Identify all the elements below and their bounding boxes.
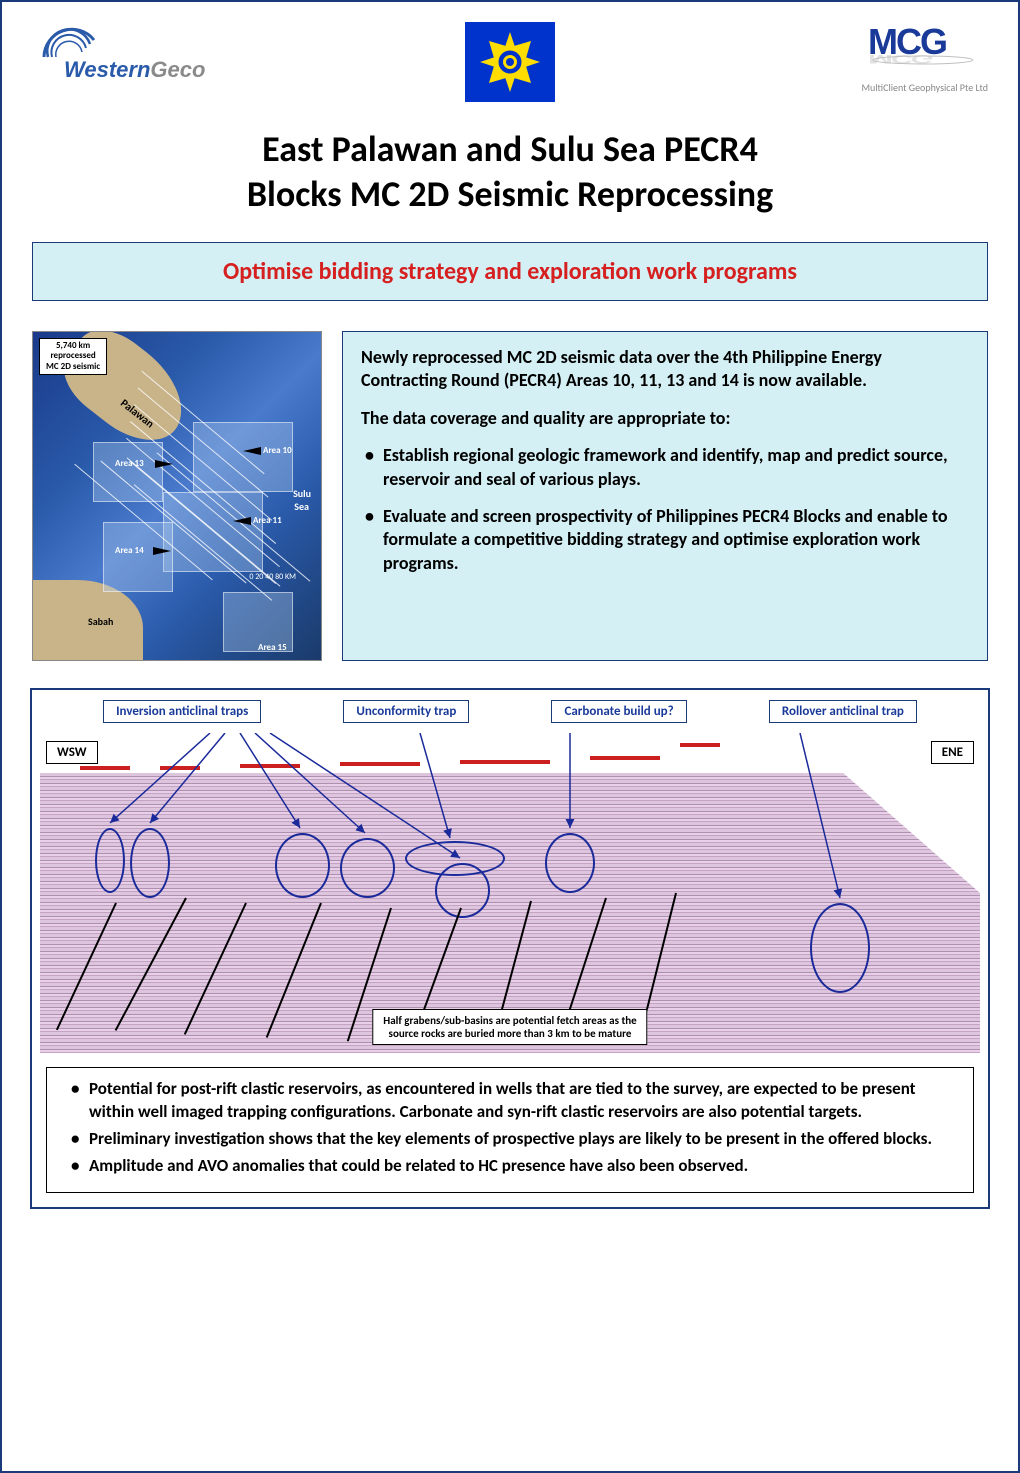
seismic-section: Inversion anticlinal traps Unconformity … (30, 688, 990, 1209)
label-area10: Area 10 (263, 445, 292, 456)
header-logos: WesternGeco MCG MCG (2, 2, 1018, 112)
subtitle-text: Optimise bidding strategy and exploratio… (223, 257, 797, 286)
info-panel: Newly reprocessed MC 2D seismic data ove… (342, 331, 988, 661)
finding-2: Preliminary investigation shows that the… (67, 1128, 953, 1151)
label-sabah: Sabah (88, 615, 113, 628)
label-sulu2: Sea (294, 500, 309, 513)
label-area13: Area 13 (115, 458, 144, 469)
fault-line (56, 903, 117, 1031)
map-scale: 0 20 40 80 KM (249, 572, 296, 582)
title-line-2: Blocks MC 2D Seismic Reprocessing (42, 172, 978, 217)
trap-ellipse (810, 903, 870, 993)
seismic-note-l2: source rocks are buried more than 3 km t… (383, 1027, 636, 1040)
logo-text-geco: Geco (150, 57, 205, 82)
trap-ellipse (340, 838, 395, 898)
info-bullet1: Establish regional geologic framework an… (361, 444, 969, 491)
logo-doe-seal (465, 22, 555, 102)
logo-text-western: Western (64, 57, 150, 82)
label-area11: Area 11 (253, 515, 282, 526)
trap-unconformity: Unconformity trap (343, 700, 469, 723)
seismic-trap-labels: Inversion anticlinal traps Unconformity … (32, 690, 988, 729)
info-para2: The data coverage and quality are approp… (361, 407, 969, 430)
label-area14: Area 14 (115, 545, 144, 556)
trap-ellipse (130, 828, 170, 898)
coverage-map: 5,740 km reprocessed MC 2D seismic Palaw… (32, 331, 322, 661)
finding-1: Potential for post-rift clastic reservoi… (67, 1078, 953, 1124)
seismic-note: Half grabens/sub-basins are potential fe… (372, 1009, 647, 1045)
info-bullet2: Evaluate and screen prospectivity of Phi… (361, 505, 969, 575)
trap-rollover: Rollover anticlinal trap (769, 700, 917, 723)
label-area15: Area 15 (258, 642, 287, 653)
title-block: East Palawan and Sulu Sea PECR4 Blocks M… (2, 112, 1018, 242)
svg-text:WesternGeco: WesternGeco (64, 57, 205, 82)
fault-line (184, 903, 247, 1035)
seismic-note-l1: Half grabens/sub-basins are potential fe… (383, 1014, 636, 1027)
map-km-tag: 5,740 km reprocessed MC 2D seismic (39, 338, 107, 375)
mcg-subtitle: MultiClient Geophysical Pte Ltd (808, 81, 988, 94)
dir-ene: ENE (931, 741, 974, 764)
fault-line (115, 898, 187, 1031)
info-para1: Newly reprocessed MC 2D seismic data ove… (361, 346, 969, 393)
trap-ellipse (545, 833, 595, 893)
label-sulu1: Sulu (293, 487, 311, 500)
findings-box: Potential for post-rift clastic reservoi… (46, 1067, 974, 1193)
trap-ellipse (95, 828, 125, 893)
finding-3: Amplitude and AVO anomalies that could b… (67, 1155, 953, 1178)
map-tag-l3: MC 2D seismic (46, 362, 100, 372)
trap-ellipse (435, 863, 490, 918)
trap-inversion: Inversion anticlinal traps (103, 700, 261, 723)
subtitle-banner: Optimise bidding strategy and exploratio… (32, 242, 988, 301)
trap-ellipse (275, 833, 330, 898)
dir-wsw: WSW (46, 741, 98, 764)
title-line-1: East Palawan and Sulu Sea PECR4 (42, 127, 978, 172)
trap-carbonate: Carbonate build up? (551, 700, 686, 723)
mid-row: 5,740 km reprocessed MC 2D seismic Palaw… (2, 301, 1018, 676)
logo-mcg: MCG MCG MultiClient Geophysical Pte Ltd (808, 22, 988, 94)
logo-westerngeco: WesternGeco (32, 22, 212, 92)
fault-line (266, 903, 322, 1038)
seismic-line-image: WSW ENE Half grabens/sub-basins are pote… (40, 733, 980, 1053)
